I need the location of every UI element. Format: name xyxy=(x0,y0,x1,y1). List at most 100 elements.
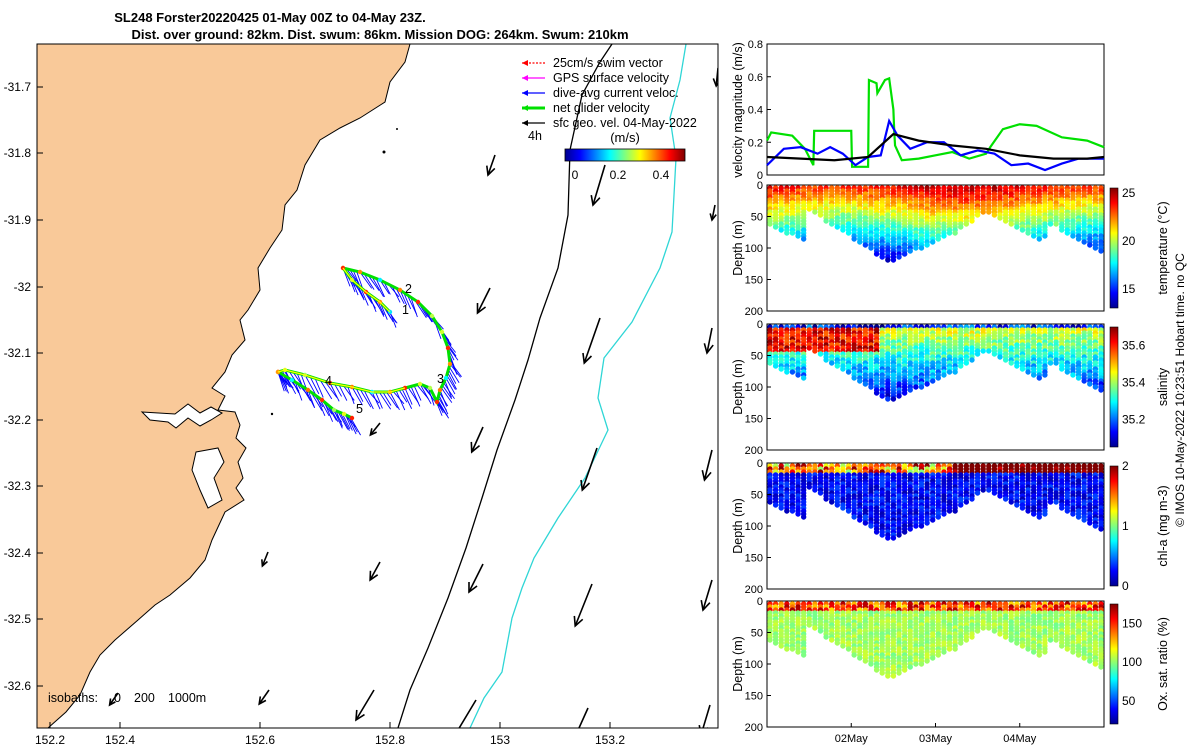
current-vector xyxy=(346,268,357,282)
velocity-series-line xyxy=(766,76,1105,168)
profile-point xyxy=(901,390,908,396)
footer-credit: © IMOS 10-May-2022 10:23:51 Hobart time.… xyxy=(1173,253,1187,527)
profile-point xyxy=(1098,526,1104,532)
geo-velocity-arrow xyxy=(369,422,381,436)
current-vector xyxy=(323,401,334,422)
current-vector xyxy=(319,379,333,400)
profile-point xyxy=(806,622,812,628)
profile-point xyxy=(857,378,863,384)
geo-velocity-arrow xyxy=(702,579,713,611)
profile-point xyxy=(997,631,1003,637)
profile-point xyxy=(997,215,1003,221)
profile-point xyxy=(1030,649,1037,655)
current-vector xyxy=(315,395,326,417)
profile-point xyxy=(800,514,807,520)
profile-point xyxy=(913,384,919,390)
colorbar-tick-label: 50 xyxy=(1122,694,1136,708)
velocity-series-line xyxy=(766,118,1104,172)
profile-point xyxy=(1036,514,1042,520)
profile-point xyxy=(1014,502,1020,508)
profile-point xyxy=(924,381,930,387)
profile-point xyxy=(958,640,964,646)
profile-point xyxy=(896,670,902,676)
profile-point xyxy=(873,667,880,673)
profile-point xyxy=(952,646,958,652)
profile-point xyxy=(806,345,812,351)
profile-point xyxy=(789,508,796,514)
waypoint-number: 1 xyxy=(402,303,409,317)
profile-point xyxy=(829,637,835,643)
profile-point xyxy=(890,673,897,679)
profile-point xyxy=(918,661,925,667)
current-vector xyxy=(448,366,460,383)
current-vector xyxy=(413,385,422,401)
profile-point xyxy=(941,511,947,517)
profile-point xyxy=(789,230,796,236)
geo-velocity-arrow xyxy=(581,447,598,491)
profile-point xyxy=(1025,508,1031,514)
speed-colorbar-ticks: 0 0.2 0.4 xyxy=(572,168,670,182)
profile-point xyxy=(834,363,841,369)
profile-point xyxy=(991,628,998,634)
geo-velocity-arrowhead xyxy=(582,352,593,365)
geo-velocity-arrow xyxy=(702,704,711,728)
profile-point xyxy=(991,490,998,496)
profile-point xyxy=(800,236,807,242)
profile-point xyxy=(1064,508,1071,514)
profile-point xyxy=(817,490,824,496)
swim-speed-marker xyxy=(289,377,295,383)
profile-point xyxy=(851,514,857,520)
profile-point xyxy=(935,652,942,658)
waypoint-number: 5 xyxy=(356,402,363,416)
lat-tick-label: -32.1 xyxy=(4,346,32,360)
geo-velocity-arrowhead xyxy=(369,428,377,437)
profile-point xyxy=(823,218,829,224)
profile-point xyxy=(1030,511,1037,517)
profile-point xyxy=(1030,372,1037,378)
profile-point xyxy=(873,251,880,257)
current-vector xyxy=(410,386,421,407)
geo-velocity-arrow xyxy=(355,689,375,721)
depth-tick-label: 50 xyxy=(751,628,763,640)
section-colorbar xyxy=(1109,326,1119,448)
profile-point xyxy=(1059,505,1065,511)
profile-point xyxy=(879,670,885,676)
section-panel: 0 50 100 150 200 Depth (m) 15 20 25 temperature (… xyxy=(731,180,1170,318)
speed-colorbar xyxy=(564,148,686,162)
current-vector xyxy=(410,297,418,318)
legend-label: net glider velocity xyxy=(553,101,650,115)
profile-point xyxy=(778,366,784,372)
colorbar-tick-label: 0 xyxy=(1122,579,1129,593)
waypoint-number: 3 xyxy=(437,372,444,386)
current-vector xyxy=(359,388,372,408)
geo-velocity-arrowhead xyxy=(486,165,496,177)
depth-tick-label: 100 xyxy=(745,243,763,255)
depth-axis-label: Depth (m) xyxy=(731,636,745,692)
colorbar-unit: (m/s) xyxy=(610,130,640,145)
velocity-axes: 0 0.2 0.4 0.6 0.8 xyxy=(748,39,771,182)
profile-point xyxy=(885,673,891,679)
profile-point xyxy=(969,357,975,363)
depth-tick-label: 100 xyxy=(745,659,763,671)
profile-point xyxy=(946,369,953,375)
profile-point xyxy=(1087,520,1093,526)
current-vector xyxy=(367,274,380,291)
profile-point xyxy=(929,655,936,661)
profile-point xyxy=(1047,637,1054,643)
current-vector xyxy=(346,415,357,435)
profile-point xyxy=(868,245,874,251)
profile-point xyxy=(974,351,981,357)
lat-tick-label: -32.2 xyxy=(4,413,32,427)
current-vector xyxy=(309,376,320,395)
profile-point xyxy=(885,257,891,263)
current-vector xyxy=(378,391,392,410)
isobath-value: 1000m xyxy=(168,691,206,705)
swim-vector-line xyxy=(342,267,391,313)
profile-point xyxy=(778,643,784,649)
geo-velocity-arrowhead xyxy=(590,194,601,207)
velocity-ylabel: velocity magnitude (m/s) xyxy=(731,42,745,177)
glider-tracks xyxy=(275,265,462,436)
geo-velocity-arrowhead xyxy=(700,599,711,612)
